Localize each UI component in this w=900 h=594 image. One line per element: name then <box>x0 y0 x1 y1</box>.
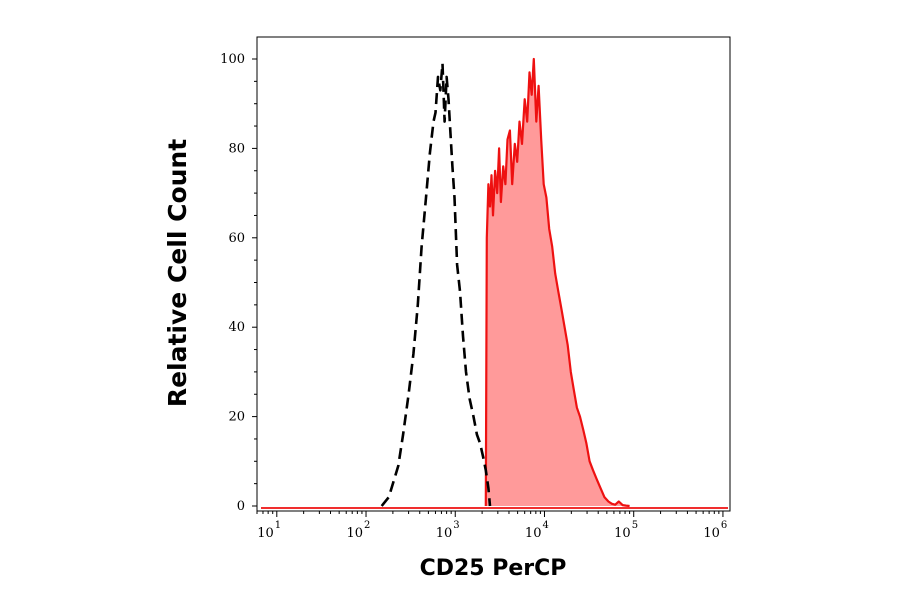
x-tick-exponent: 4 <box>542 520 548 531</box>
x-tick-exponent: 1 <box>275 520 281 531</box>
x-tick-exponent: 3 <box>453 520 459 531</box>
x-tick-exponent: 2 <box>364 520 370 531</box>
y-tick-label: 40 <box>228 320 245 335</box>
x-tick-base: 10 <box>346 526 363 541</box>
y-axis-label: Relative Cell Count <box>163 139 192 407</box>
x-tick-label: 105 <box>614 520 638 541</box>
x-tick-label: 106 <box>703 520 727 541</box>
x-tick-label: 102 <box>346 520 370 541</box>
x-tick-exponent: 5 <box>632 520 638 531</box>
cd25-positive-histogram-fill <box>485 59 630 506</box>
x-tick-label: 104 <box>525 520 549 541</box>
x-tick-base: 10 <box>703 526 720 541</box>
y-tick-label: 100 <box>220 52 245 67</box>
x-tick-label: 103 <box>436 520 460 541</box>
y-tick-label: 20 <box>228 410 245 425</box>
x-axis-label: CD25 PerCP <box>420 556 567 581</box>
x-tick-base: 10 <box>614 526 631 541</box>
x-tick-base: 10 <box>257 526 274 541</box>
x-tick-exponent: 6 <box>721 520 727 531</box>
y-tick-label: 0 <box>237 499 245 514</box>
y-axis: 0 20 40 60 80 100 <box>220 52 257 514</box>
y-tick-label: 80 <box>228 141 245 156</box>
y-tick-label: 60 <box>228 231 245 246</box>
cd25-positive-histogram-line <box>484 57 630 508</box>
x-tick-label: 101 <box>257 520 281 541</box>
x-tick-base: 10 <box>436 526 453 541</box>
x-tick-base: 10 <box>525 526 542 541</box>
control-histogram-dashed-line <box>380 62 492 507</box>
